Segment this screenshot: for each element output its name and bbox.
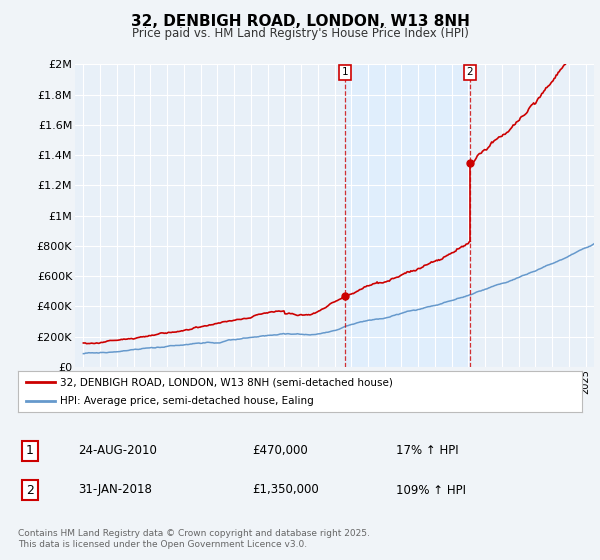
Text: 17% ↑ HPI: 17% ↑ HPI — [396, 444, 458, 458]
Text: Price paid vs. HM Land Registry's House Price Index (HPI): Price paid vs. HM Land Registry's House … — [131, 27, 469, 40]
Text: 2: 2 — [466, 67, 473, 77]
Text: 32, DENBIGH ROAD, LONDON, W13 8NH (semi-detached house): 32, DENBIGH ROAD, LONDON, W13 8NH (semi-… — [60, 377, 393, 387]
Text: 24-AUG-2010: 24-AUG-2010 — [78, 444, 157, 458]
Text: 109% ↑ HPI: 109% ↑ HPI — [396, 483, 466, 497]
Text: £470,000: £470,000 — [252, 444, 308, 458]
Text: 32, DENBIGH ROAD, LONDON, W13 8NH: 32, DENBIGH ROAD, LONDON, W13 8NH — [131, 14, 469, 29]
Text: Contains HM Land Registry data © Crown copyright and database right 2025.
This d: Contains HM Land Registry data © Crown c… — [18, 529, 370, 549]
Text: 2: 2 — [26, 483, 34, 497]
Text: 1: 1 — [342, 67, 349, 77]
Text: HPI: Average price, semi-detached house, Ealing: HPI: Average price, semi-detached house,… — [60, 396, 314, 405]
Text: 1: 1 — [26, 444, 34, 458]
Text: £1,350,000: £1,350,000 — [252, 483, 319, 497]
Bar — [346, 64, 470, 367]
Text: 31-JAN-2018: 31-JAN-2018 — [78, 483, 152, 497]
